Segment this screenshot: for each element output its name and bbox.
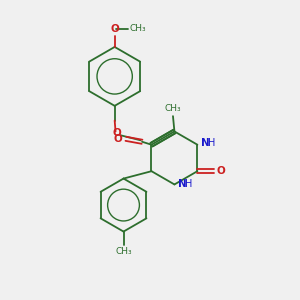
Text: N: N — [178, 179, 187, 190]
Text: H: H — [208, 138, 215, 148]
Text: N: N — [201, 138, 210, 148]
Text: CH₃: CH₃ — [165, 104, 181, 113]
Text: CH₃: CH₃ — [115, 247, 132, 256]
Text: O: O — [112, 128, 122, 138]
Text: O: O — [110, 24, 119, 34]
Text: H: H — [185, 179, 192, 190]
Text: O: O — [217, 166, 225, 176]
Text: O: O — [114, 134, 122, 144]
Text: CH₃: CH₃ — [129, 25, 146, 34]
